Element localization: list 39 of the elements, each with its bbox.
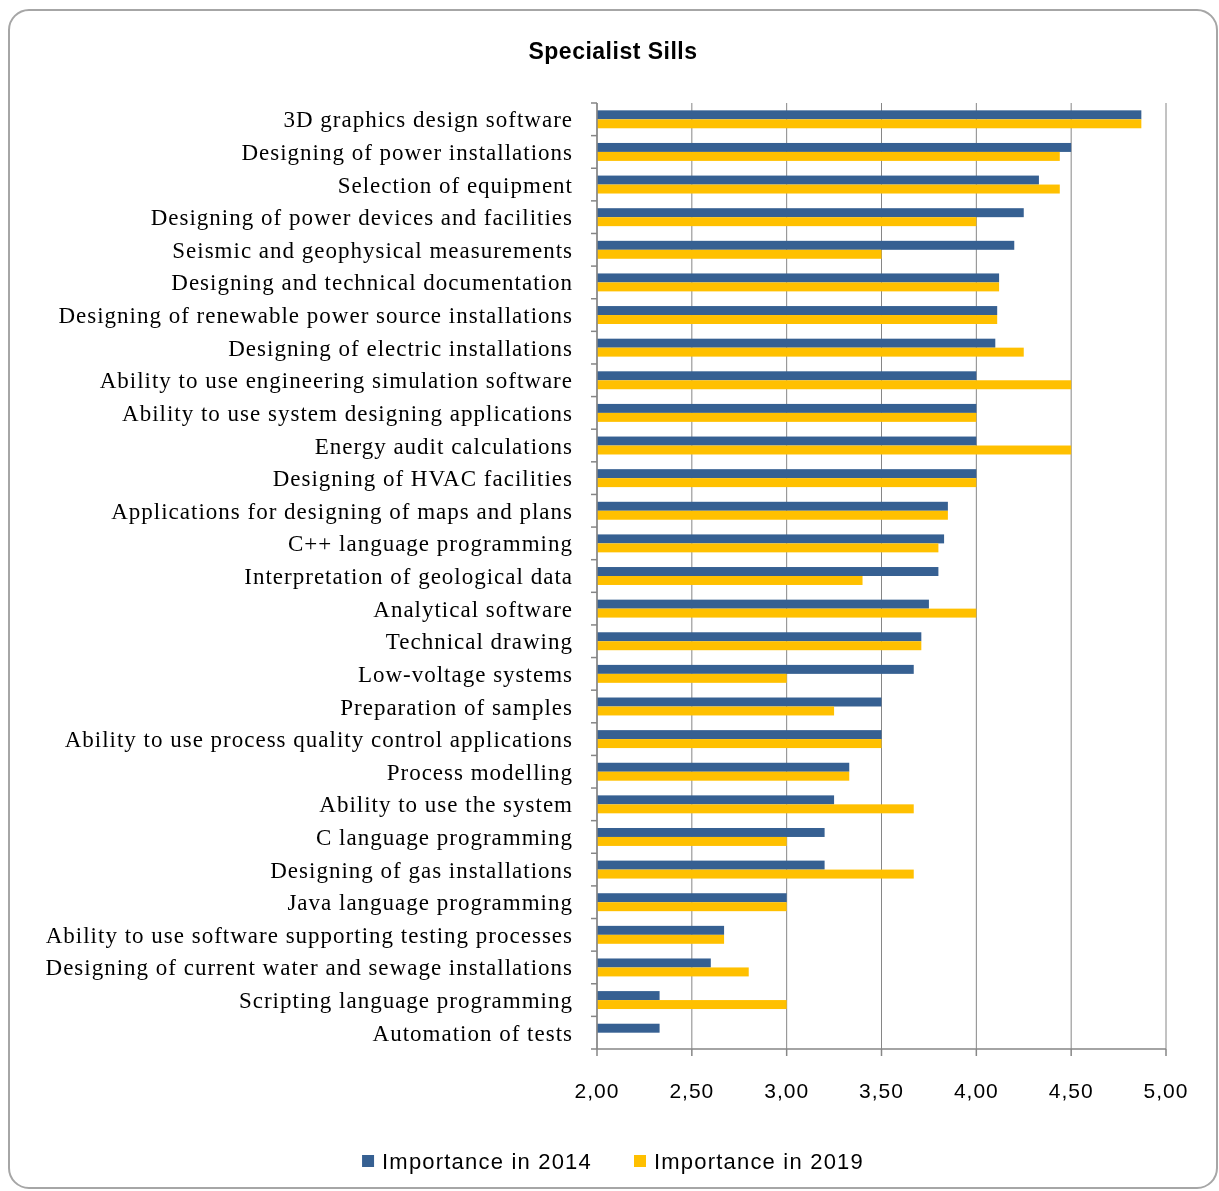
y-tick-label: Ability to use process quality control applications [64, 727, 573, 753]
y-tick-label: Technical drawing [385, 629, 573, 655]
y-tick-label: Automation of tests [372, 1020, 573, 1046]
legend-label: Importance in 2019 [654, 1149, 864, 1174]
y-tick-label: Ability to use the system [319, 792, 573, 818]
y-tick-label: Selection of equipment [337, 172, 573, 198]
x-tick-label: 5,00 [1143, 1079, 1189, 1102]
y-tick-label: 3D graphics design software [283, 107, 573, 133]
y-tick-label: Low-voltage systems [357, 661, 573, 687]
y-tick-label: Applications for designing of maps and plans [111, 498, 573, 524]
y-tick-label: Designing of gas installations [270, 857, 573, 883]
y-tick-label: Ability to use system designing applications [122, 400, 573, 426]
x-tick-label: 4,50 [1048, 1079, 1094, 1102]
y-tick-label: Java language programming [287, 890, 573, 916]
x-tick-label: 4,00 [953, 1079, 999, 1102]
y-tick-label: Energy audit calculations [314, 433, 573, 459]
y-tick-label: Designing of HVAC facilities [272, 466, 573, 492]
y-tick-label: Scripting language programming [238, 988, 573, 1014]
y-tick-label: Designing of power devices and facilities [150, 205, 573, 231]
y-tick-label: Ability to use engineering simulation software [99, 368, 573, 394]
x-tick-label: 2,00 [574, 1079, 620, 1102]
y-tick-label: Interpretation of geological data [244, 564, 573, 590]
y-tick-label: Designing of power installations [241, 139, 573, 165]
y-tick-label: C language programming [315, 825, 573, 851]
y-tick-label: Seismic and geophysical measurements [172, 237, 573, 263]
y-tick-label: Designing of current water and sewage installations [45, 955, 573, 981]
x-tick-label: 3,00 [764, 1079, 810, 1102]
chart-title: Specialist Sills [528, 38, 698, 64]
y-tick-label: Designing of renewable power source installations [58, 303, 573, 329]
y-tick-label: Designing of electric installations [228, 335, 573, 361]
y-tick-label: Process modelling [386, 759, 573, 785]
x-tick-label: 3,50 [859, 1079, 904, 1102]
legend-label: Importance in 2014 [382, 1149, 593, 1174]
y-tick-label: Ability to use software supporting testing processes [45, 922, 573, 948]
y-tick-label: Analytical software [373, 596, 573, 622]
y-tick-label: C++ language programming [288, 531, 573, 557]
y-tick-label: Designing and technical documentation [171, 270, 573, 296]
x-tick-label: 2,50 [669, 1079, 715, 1102]
y-tick-label: Preparation of samples [340, 694, 573, 720]
